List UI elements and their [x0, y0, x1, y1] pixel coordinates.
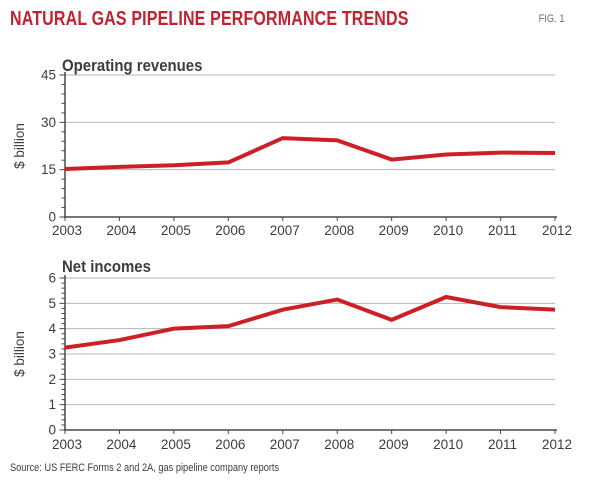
series-line [64, 136, 556, 172]
y-tick-label: 5 [48, 296, 56, 311]
x-tick-label: 2006 [215, 223, 245, 238]
y-tick-label: 0 [48, 210, 56, 225]
series-line [64, 294, 556, 350]
y-tick-label: 6 [48, 271, 56, 286]
y-tick-label: 0 [48, 423, 56, 438]
y-tick-label: 3 [48, 347, 56, 362]
x-tick-label: 2010 [433, 437, 463, 452]
y-tick-label: 45 [41, 68, 56, 83]
x-tick-label: 2011 [488, 223, 517, 238]
y-tick-label: 30 [41, 115, 56, 130]
chart-operating-revenues: 0 15 30 45 2003 2004 2005 2006 2007 2008 2009 2010 2… [12, 57, 572, 238]
x-tick-label: 2007 [270, 223, 300, 238]
x-tick-label: 2007 [270, 437, 300, 452]
x-tick-label: 2012 [542, 437, 572, 452]
x-tick-label: 2010 [433, 223, 463, 238]
x-tick-label: 2004 [106, 223, 137, 238]
chart-title: Net incomes [62, 258, 151, 276]
figure-number: FIG. 1 [539, 13, 565, 25]
y-tick-label: 1 [48, 397, 56, 412]
x-tick-label: 2005 [161, 223, 191, 238]
x-tick-label: 2008 [324, 223, 354, 238]
figure-title: NATURAL GAS PIPELINE PERFORMANCE TRENDS [10, 8, 409, 30]
x-tick-label: 2004 [106, 437, 137, 452]
chart-net-incomes: 0 1 2 3 4 5 6 2003 2004 2005 2006 2007 2008 2009 2010 2… [12, 258, 572, 452]
y-axis-label: $ billion [12, 123, 27, 169]
source-note: Source: US FERC Forms 2 and 2A, gas pipe… [10, 462, 280, 474]
x-tick-label: 2009 [379, 223, 409, 238]
chart-title: Operating revenues [62, 57, 202, 75]
x-tick-label: 2009 [379, 437, 409, 452]
y-tick-label: 15 [41, 162, 56, 177]
x-tick-label: 2003 [52, 437, 82, 452]
x-tick-label: 2008 [324, 437, 354, 452]
y-tick-label: 4 [48, 321, 56, 336]
x-tick-label: 2011 [488, 437, 517, 452]
x-tick-label: 2005 [161, 437, 191, 452]
y-axis-label: $ billion [12, 331, 27, 377]
x-tick-label: 2003 [52, 223, 82, 238]
y-tick-label: 2 [48, 372, 56, 387]
x-tick-label: 2012 [542, 223, 572, 238]
x-tick-label: 2006 [215, 437, 245, 452]
